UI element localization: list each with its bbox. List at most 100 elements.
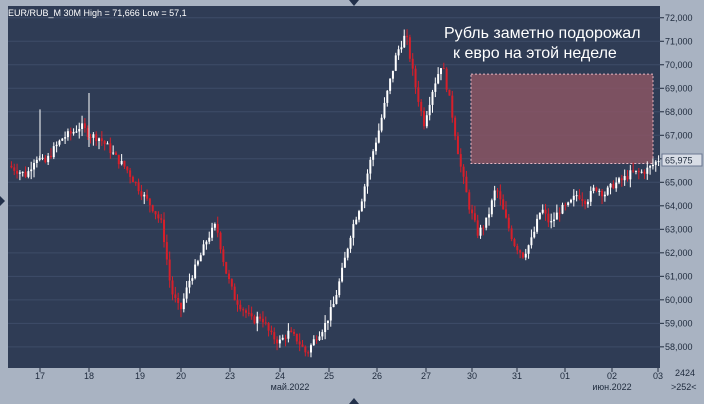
x-tick-label: 19 <box>135 371 145 381</box>
candle-body <box>389 78 392 91</box>
candle-body <box>114 152 117 155</box>
candle-body <box>256 316 259 324</box>
x-tick-label: 30 <box>467 371 477 381</box>
candle-body <box>126 166 129 171</box>
candle-body <box>52 146 55 158</box>
scroll-bottom-arrow-icon[interactable] <box>349 398 359 404</box>
candle-body <box>555 212 558 220</box>
candle-body <box>298 341 301 345</box>
candle-body <box>329 307 332 321</box>
candle-body <box>154 211 157 215</box>
candle-body <box>174 294 177 298</box>
candle-body <box>276 339 279 344</box>
candle-body <box>81 123 84 129</box>
candle-body <box>536 218 539 232</box>
candle-body <box>250 313 253 317</box>
candle-body <box>177 297 180 303</box>
y-tick-label: 59,000 <box>665 319 693 329</box>
candle-body <box>211 227 214 238</box>
candle-body <box>61 138 64 141</box>
x-tick-label: 23 <box>225 371 235 381</box>
corner-count-top: 2424 <box>675 368 695 378</box>
candle-body <box>21 171 24 173</box>
candle-body <box>236 300 239 305</box>
candle-body <box>589 190 592 202</box>
candle-body <box>519 250 522 253</box>
candle-body <box>439 68 442 75</box>
candle-body <box>92 134 95 138</box>
candle-body <box>603 194 606 197</box>
candle-body <box>527 245 530 254</box>
candle-body <box>471 209 474 214</box>
corner-count-bottom: >252< <box>671 382 697 392</box>
candle-body <box>228 273 231 280</box>
candle-body <box>454 117 457 137</box>
candle-body <box>459 154 462 167</box>
candle-body <box>567 202 570 206</box>
candle-body <box>69 131 72 134</box>
candle-body <box>321 332 324 337</box>
candle-body <box>558 212 561 214</box>
candle-body <box>618 178 621 183</box>
candle-body <box>324 322 327 333</box>
candle-body <box>18 172 21 174</box>
candle-body <box>270 330 273 333</box>
candle-body <box>83 123 86 129</box>
candle-body <box>406 35 409 38</box>
candle-body <box>134 182 137 184</box>
price-axis: 72,00071,00070,00069,00068,00067,00066,0… <box>660 13 693 352</box>
candle-body <box>335 295 338 304</box>
candle-body <box>657 161 660 163</box>
candle-body <box>490 200 493 215</box>
candle-body <box>391 70 394 79</box>
candle-body <box>171 280 174 295</box>
candle-body <box>530 237 533 246</box>
candle-body <box>564 204 567 206</box>
candle-body <box>408 37 411 59</box>
candle-body <box>185 287 188 299</box>
candle-body <box>35 159 38 163</box>
candle-body <box>109 143 112 154</box>
candle-body <box>578 195 581 200</box>
candle-body <box>27 171 30 177</box>
y-tick-label: 72,000 <box>665 13 693 23</box>
candle-body <box>332 303 335 308</box>
candle-body <box>417 87 420 102</box>
candle-body <box>100 138 103 142</box>
x-period-label: июн.2022 <box>592 382 631 392</box>
candle-body <box>533 231 536 238</box>
y-tick-label: 70,000 <box>665 60 693 70</box>
candle-body <box>637 170 640 173</box>
scroll-top-arrow-icon[interactable] <box>349 0 359 6</box>
candle-body <box>595 187 598 191</box>
y-tick-label: 69,000 <box>665 83 693 93</box>
candle-body <box>95 134 98 141</box>
candle-body <box>507 217 510 229</box>
candle-body <box>423 110 426 127</box>
scroll-left-arrow-icon[interactable] <box>0 196 5 206</box>
x-tick-label: 17 <box>35 371 45 381</box>
candle-body <box>646 167 649 174</box>
candle-body <box>541 209 544 213</box>
candle-body <box>30 169 33 172</box>
candle-body <box>66 131 69 138</box>
candle-body <box>338 281 341 296</box>
candle-body <box>103 141 106 144</box>
candle-body <box>38 158 41 160</box>
candle-body <box>442 68 445 70</box>
x-tick-label: 18 <box>84 371 94 381</box>
candle-body <box>131 176 134 183</box>
candle-body <box>112 152 115 154</box>
candle-body <box>420 101 423 111</box>
candle-body <box>372 151 375 160</box>
x-tick-label: 03 <box>653 371 663 381</box>
y-tick-label: 61,000 <box>665 272 693 282</box>
candle-body <box>431 91 434 105</box>
candle-body <box>41 157 44 159</box>
candle-body <box>213 223 216 228</box>
candle-body <box>598 190 601 192</box>
candle-body <box>253 316 256 324</box>
candle-body <box>524 253 527 258</box>
candle-body <box>239 304 242 310</box>
candle-body <box>168 259 171 281</box>
